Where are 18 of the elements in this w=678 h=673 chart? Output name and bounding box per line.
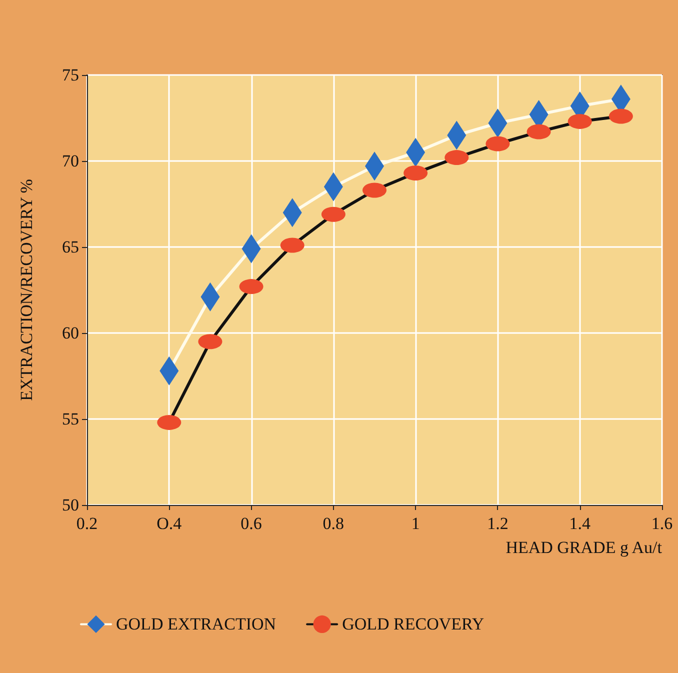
y-tick-label: 55 — [62, 410, 79, 428]
y-tick-label: 75 — [62, 66, 79, 84]
x-tick-label: 1.4 — [569, 514, 591, 533]
x-tick-label: 0.2 — [76, 514, 98, 533]
y-tick-label: 50 — [62, 496, 79, 514]
x-tick-label: 0.6 — [240, 514, 262, 533]
x-tick-label: O.4 — [156, 514, 182, 533]
x-tick-label: 1 — [411, 514, 420, 533]
y-axis-title: EXTRACTION/RECOVERY % — [17, 179, 36, 401]
y-tick-label: 65 — [62, 238, 79, 256]
x-tick-label: 1.6 — [651, 514, 673, 533]
x-axis-title: HEAD GRADE g Au/t — [506, 538, 662, 557]
x-tick-label: 1.2 — [487, 514, 508, 533]
y-tick-label: 70 — [62, 152, 79, 170]
y-tick-label: 60 — [62, 324, 79, 342]
x-tick-label: 0.8 — [322, 514, 344, 533]
legend-label: GOLD EXTRACTION — [116, 614, 276, 634]
legend-label: GOLD RECOVERY — [342, 614, 484, 634]
